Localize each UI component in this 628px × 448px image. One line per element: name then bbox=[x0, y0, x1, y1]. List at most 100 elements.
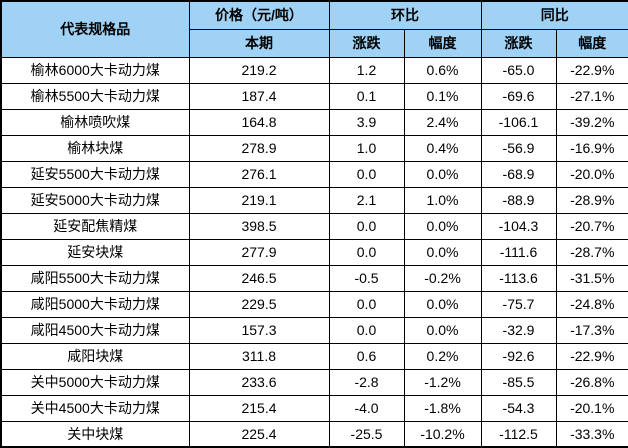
yoy-rate-cell: -27.1% bbox=[555, 82, 628, 110]
table-row: 咸阳5000大卡动力煤 229.5 0.0 0.0% -75.7 -24.8% bbox=[0, 290, 628, 318]
mom-change-cell: -0.5 bbox=[328, 264, 405, 292]
mom-change-cell: 1.2 bbox=[328, 56, 405, 84]
mom-change-cell: -25.5 bbox=[328, 420, 405, 448]
price-cell: 311.8 bbox=[188, 342, 330, 370]
price-cell: 276.1 bbox=[188, 160, 330, 188]
table-row: 延安5500大卡动力煤 276.1 0.0 0.0% -68.9 -20.0% bbox=[0, 160, 628, 188]
product-name-cell: 榆林6000大卡动力煤 bbox=[0, 56, 190, 84]
product-name-cell: 咸阳块煤 bbox=[0, 342, 190, 370]
yoy-rate-cell: -39.2% bbox=[555, 108, 628, 136]
mom-rate-cell: -1.2% bbox=[403, 368, 482, 396]
mom-change-cell: 1.0 bbox=[328, 134, 405, 162]
mom-rate-cell: 0.0% bbox=[403, 160, 482, 188]
mom-rate-cell: 0.0% bbox=[403, 238, 482, 266]
price-cell: 225.4 bbox=[188, 420, 330, 448]
mom-rate-cell: 1.0% bbox=[403, 186, 482, 214]
price-cell: 215.4 bbox=[188, 394, 330, 422]
price-cell: 164.8 bbox=[188, 108, 330, 136]
header-mom-rate: 幅度 bbox=[403, 28, 482, 58]
header-row-subs: 本期 涨跌 幅度 涨跌 幅度 bbox=[1, 28, 628, 58]
mom-rate-cell: 0.6% bbox=[403, 56, 482, 84]
mom-change-cell: 0.0 bbox=[328, 290, 405, 318]
mom-change-cell: 0.6 bbox=[328, 342, 405, 370]
mom-change-cell: -4.0 bbox=[328, 394, 405, 422]
price-cell: 246.5 bbox=[188, 264, 330, 292]
product-name-cell: 榆林5500大卡动力煤 bbox=[0, 82, 190, 110]
table-row: 延安配焦精煤 398.5 0.0 0.0% -104.3 -20.7% bbox=[0, 212, 628, 240]
product-name-cell: 延安块煤 bbox=[0, 238, 190, 266]
yoy-change-cell: -104.3 bbox=[480, 212, 557, 240]
header-price-group: 价格（元/吨） bbox=[188, 0, 330, 30]
table-row: 关中块煤 225.4 -25.5 -10.2% -112.5 -33.3% bbox=[0, 420, 628, 448]
mom-rate-cell: 0.0% bbox=[403, 290, 482, 318]
yoy-rate-cell: -20.7% bbox=[555, 212, 628, 240]
product-name-cell: 关中块煤 bbox=[0, 420, 190, 448]
mom-change-cell: 2.1 bbox=[328, 186, 405, 214]
yoy-change-cell: -106.1 bbox=[480, 108, 557, 136]
mom-change-cell: 0.0 bbox=[328, 212, 405, 240]
table-row: 榆林块煤 278.9 1.0 0.4% -56.9 -16.9% bbox=[0, 134, 628, 162]
yoy-change-cell: -54.3 bbox=[480, 394, 557, 422]
table-header: 代表规格品 价格（元/吨） 环比 同比 本期 涨跌 幅度 涨跌 幅度 bbox=[0, 0, 628, 58]
header-yoy-group: 同比 bbox=[480, 0, 628, 30]
mom-rate-cell: -1.8% bbox=[403, 394, 482, 422]
yoy-change-cell: -111.6 bbox=[480, 238, 557, 266]
yoy-rate-cell: -17.3% bbox=[555, 316, 628, 344]
mom-change-cell: 3.9 bbox=[328, 108, 405, 136]
table-row: 关中5000大卡动力煤 233.6 -2.8 -1.2% -85.5 -26.8… bbox=[0, 368, 628, 396]
mom-rate-cell: 0.4% bbox=[403, 134, 482, 162]
yoy-rate-cell: -22.9% bbox=[555, 56, 628, 84]
price-cell: 278.9 bbox=[188, 134, 330, 162]
product-name-cell: 咸阳5000大卡动力煤 bbox=[0, 290, 190, 318]
yoy-change-cell: -68.9 bbox=[480, 160, 557, 188]
price-cell: 219.2 bbox=[188, 56, 330, 84]
mom-rate-cell: 0.2% bbox=[403, 342, 482, 370]
header-mom-group: 环比 bbox=[328, 0, 482, 30]
price-cell: 187.4 bbox=[188, 82, 330, 110]
product-name-cell: 关中4500大卡动力煤 bbox=[0, 394, 190, 422]
price-cell: 219.1 bbox=[188, 186, 330, 214]
table-row: 延安5000大卡动力煤 219.1 2.1 1.0% -88.9 -28.9% bbox=[0, 186, 628, 214]
product-name-cell: 延安5000大卡动力煤 bbox=[0, 186, 190, 214]
header-yoy-rate: 幅度 bbox=[555, 28, 628, 58]
product-name-cell: 咸阳5500大卡动力煤 bbox=[0, 264, 190, 292]
table-row: 咸阳块煤 311.8 0.6 0.2% -92.6 -22.9% bbox=[0, 342, 628, 370]
product-name-cell: 延安5500大卡动力煤 bbox=[0, 160, 190, 188]
mom-change-cell: 0.1 bbox=[328, 82, 405, 110]
yoy-rate-cell: -16.9% bbox=[555, 134, 628, 162]
product-name-cell: 延安配焦精煤 bbox=[0, 212, 190, 240]
product-name-cell: 咸阳4500大卡动力煤 bbox=[0, 316, 190, 344]
yoy-change-cell: -32.9 bbox=[480, 316, 557, 344]
yoy-rate-cell: -28.9% bbox=[555, 186, 628, 214]
yoy-change-cell: -65.0 bbox=[480, 56, 557, 84]
yoy-change-cell: -69.6 bbox=[480, 82, 557, 110]
table-row: 榆林5500大卡动力煤 187.4 0.1 0.1% -69.6 -27.1% bbox=[0, 82, 628, 110]
mom-rate-cell: 0.1% bbox=[403, 82, 482, 110]
table-row: 关中4500大卡动力煤 215.4 -4.0 -1.8% -54.3 -20.1… bbox=[0, 394, 628, 422]
mom-rate-cell: 0.0% bbox=[403, 316, 482, 344]
yoy-rate-cell: -20.1% bbox=[555, 394, 628, 422]
mom-rate-cell: 0.0% bbox=[403, 212, 482, 240]
table-row: 榆林6000大卡动力煤 219.2 1.2 0.6% -65.0 -22.9% bbox=[0, 56, 628, 84]
header-yoy-change: 涨跌 bbox=[480, 28, 557, 58]
mom-change-cell: -2.8 bbox=[328, 368, 405, 396]
yoy-change-cell: -88.9 bbox=[480, 186, 557, 214]
product-name-cell: 榆林块煤 bbox=[0, 134, 190, 162]
table-body: 榆林6000大卡动力煤 219.2 1.2 0.6% -65.0 -22.9% … bbox=[0, 56, 628, 448]
yoy-change-cell: -92.6 bbox=[480, 342, 557, 370]
yoy-change-cell: -85.5 bbox=[480, 368, 557, 396]
price-cell: 157.3 bbox=[188, 316, 330, 344]
mom-change-cell: 0.0 bbox=[328, 160, 405, 188]
mom-rate-cell: -0.2% bbox=[403, 264, 482, 292]
mom-change-cell: 0.0 bbox=[328, 316, 405, 344]
product-name-cell: 榆林喷吹煤 bbox=[0, 108, 190, 136]
yoy-rate-cell: -20.0% bbox=[555, 160, 628, 188]
table-row: 咸阳4500大卡动力煤 157.3 0.0 0.0% -32.9 -17.3% bbox=[0, 316, 628, 344]
mom-change-cell: 0.0 bbox=[328, 238, 405, 266]
mom-rate-cell: -10.2% bbox=[403, 420, 482, 448]
product-name-cell: 关中5000大卡动力煤 bbox=[0, 368, 190, 396]
yoy-change-cell: -112.5 bbox=[480, 420, 557, 448]
header-product: 代表规格品 bbox=[0, 0, 190, 58]
price-cell: 398.5 bbox=[188, 212, 330, 240]
